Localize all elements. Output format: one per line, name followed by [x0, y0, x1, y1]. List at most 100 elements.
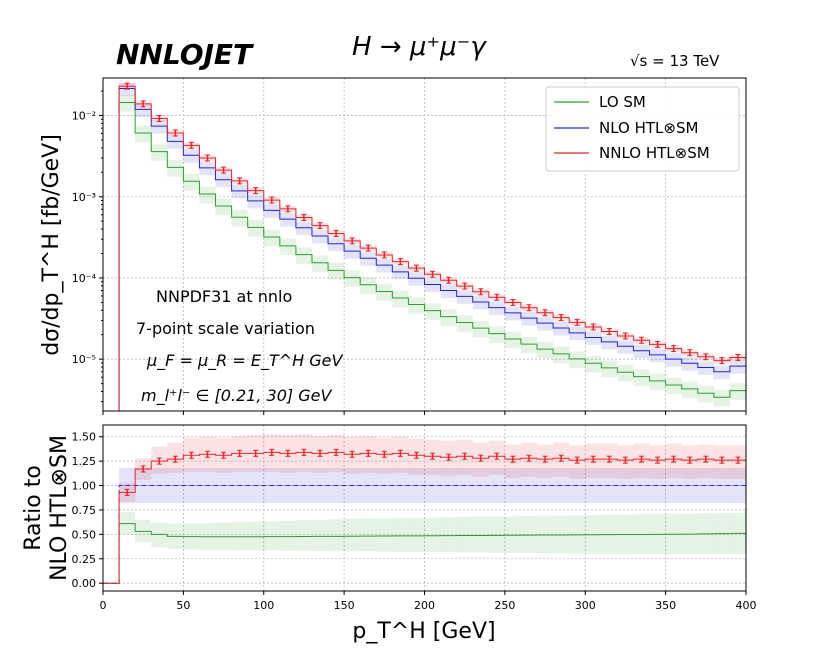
main-band-lo	[681, 381, 698, 399]
main-band-nlo	[167, 135, 184, 149]
ratio-ytick-label: 0.25	[72, 553, 97, 566]
ratio-xtick-label-50: 50	[176, 599, 190, 612]
main-band-nlo	[247, 194, 264, 209]
ratio-line-lo	[103, 523, 746, 584]
main-band-lo	[504, 331, 521, 349]
main-band-lo	[633, 369, 650, 386]
main-band-lo	[167, 160, 184, 177]
annotation-scale-choice: μ_F = μ_R = E_T^H GeV	[146, 351, 343, 371]
main-band-lo	[295, 247, 312, 264]
ratio-ytick-label: 0.50	[72, 528, 97, 541]
ratio-line-nlo	[103, 485, 746, 584]
main-band-nlo	[279, 213, 296, 227]
main-ytick-label: 10⁻⁴	[72, 272, 97, 285]
main-band-nlo	[617, 340, 634, 354]
main-band-lo	[488, 326, 505, 343]
main-band-nlo	[215, 173, 232, 188]
x-axis-title: p_T^H [GeV]	[352, 619, 495, 644]
main-band-nlo	[199, 161, 216, 176]
main-band-nlo	[488, 301, 505, 315]
ratio-panel: 0.00 0.25 0.50 0.75 1.00 1.25 1.50 0 50 100 150 20…	[21, 424, 757, 644]
main-band-nlo	[408, 272, 425, 286]
main-band-lo	[119, 95, 136, 112]
main-band-lo	[408, 297, 425, 314]
main-band-nlo	[376, 258, 393, 273]
main-band-nlo	[263, 204, 280, 218]
main-band-nlo	[585, 331, 602, 345]
main-band-nlo	[504, 306, 521, 321]
main-band-nlo	[392, 265, 409, 280]
main-band-lo	[617, 364, 634, 382]
main-band-lo	[231, 209, 248, 227]
main-ytick-label: 10⁻³	[72, 191, 96, 204]
main-band-nlo	[649, 348, 666, 363]
main-band-nlo	[344, 244, 361, 259]
ratio-xtick-label-250: 250	[494, 599, 515, 612]
main-ytick-label: 10⁻⁵	[72, 353, 96, 366]
main-band-lo	[376, 284, 393, 301]
ratio-xtick-label-400: 400	[736, 599, 757, 612]
ratio-ytick-label: 1.50	[72, 431, 97, 444]
legend-label-nlo: NLO HTL⊗SM	[599, 119, 698, 137]
main-band-lo	[311, 255, 329, 272]
ratio-band-lo	[537, 515, 554, 554]
main-band-lo	[215, 198, 232, 216]
ratio-band-lo	[247, 521, 264, 551]
ratio-xtick-label-150: 150	[334, 599, 355, 612]
main-band-lo	[135, 125, 152, 143]
ratio-band-lo	[231, 522, 248, 551]
main-band-lo	[665, 377, 682, 395]
energy-label: √s = 13 TeV	[630, 52, 720, 70]
main-frame	[102, 77, 747, 412]
main-band-nlo	[311, 229, 329, 244]
ratio-ytick-label: 0.00	[72, 577, 97, 590]
ratio-band-lo	[456, 516, 473, 553]
ratio-xtick-label-350: 350	[655, 599, 676, 612]
ratio-ytick-label: 1.00	[72, 480, 97, 493]
main-band-lo	[585, 355, 602, 373]
main-band-lo	[279, 238, 296, 256]
main-band-lo	[440, 309, 457, 326]
annotation-pdf: NNPDF31 at nnlo	[156, 287, 292, 306]
main-y-ticks: 10⁻⁵ 10⁻⁴ 10⁻³ 10⁻²	[72, 90, 103, 403]
main-band-lo	[472, 320, 489, 338]
main-band-lo	[199, 186, 216, 204]
main-band-lo	[553, 346, 570, 364]
ratio-band-lo	[344, 518, 361, 552]
ratio-xtick-label-100: 100	[253, 599, 274, 612]
ratio-y-axis-title-line1: Ratio to	[21, 465, 46, 551]
main-band-nlo	[456, 290, 473, 304]
ratio-band-lo	[408, 517, 425, 552]
main-line-nnlo	[103, 85, 746, 412]
ratio-y-ticks: 0.00 0.25 0.50 0.75 1.00 1.25 1.50	[72, 431, 103, 590]
main-band-nlo	[537, 316, 554, 331]
main-band-lo	[183, 173, 200, 191]
main-band-nlo	[183, 149, 200, 163]
process-title: H → μ⁺μ⁻γ	[352, 32, 487, 62]
ratio-band-lo	[488, 516, 505, 553]
ratio-band-lo	[504, 516, 521, 553]
main-band-nlo	[135, 103, 152, 117]
main-band-lo	[360, 277, 377, 294]
ratio-band-lo	[392, 517, 409, 552]
ratio-band-lo	[263, 521, 280, 551]
ratio-band-lo	[424, 517, 441, 553]
ratio-band-lo	[295, 520, 312, 551]
legend-label-nnlo: NNLO HTL⊗SM	[599, 144, 710, 162]
main-band-lo	[344, 270, 361, 287]
brand-logo: NNLOJET	[116, 38, 254, 71]
ratio-band-lo	[279, 520, 296, 551]
main-band-lo	[151, 144, 168, 161]
main-band-nlo	[697, 361, 714, 375]
main-band-nlo	[601, 335, 618, 350]
main-band-lo	[392, 290, 409, 308]
ratio-xtick-label-300: 300	[575, 599, 596, 612]
main-band-nlo	[472, 295, 489, 310]
main-band-lo	[520, 336, 538, 354]
ratio-band-lo	[376, 518, 393, 552]
main-band-nlo	[633, 344, 650, 359]
ratio-xtick-label-0: 0	[100, 599, 107, 612]
main-band-nlo	[440, 284, 457, 298]
ratio-band-lo	[440, 517, 457, 553]
